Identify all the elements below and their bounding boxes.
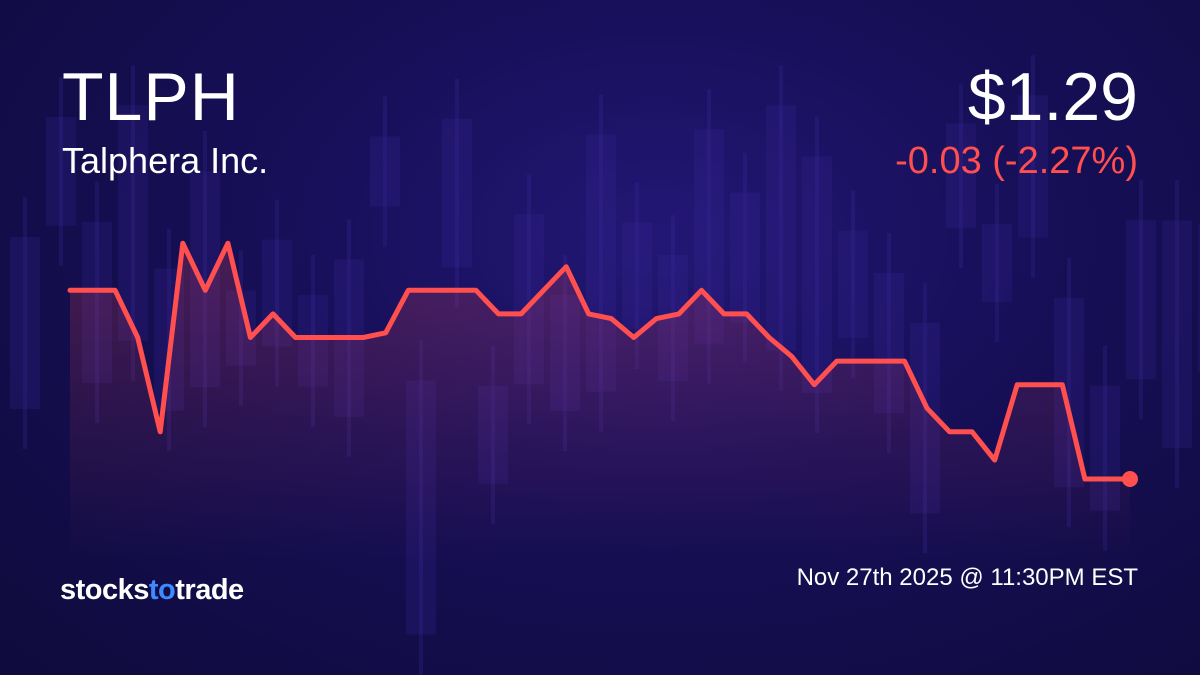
stockstotrade-logo: stockstotrade <box>60 574 244 607</box>
company-name: Talphera Inc. <box>62 140 269 181</box>
logo-part-accent: to <box>148 574 176 606</box>
price-change: -0.03 (-2.27%) <box>895 140 1138 182</box>
timestamp: Nov 27th 2025 @ 11:30PM EST <box>796 564 1138 591</box>
last-price-marker <box>1122 471 1138 487</box>
logo-part: trade <box>175 574 244 606</box>
price-area-fill <box>70 243 1130 560</box>
logo-part: stocks <box>60 574 149 606</box>
current-price: $1.29 <box>967 59 1138 135</box>
ticker-symbol: TLPH <box>62 59 240 135</box>
price-line <box>67 240 1133 482</box>
